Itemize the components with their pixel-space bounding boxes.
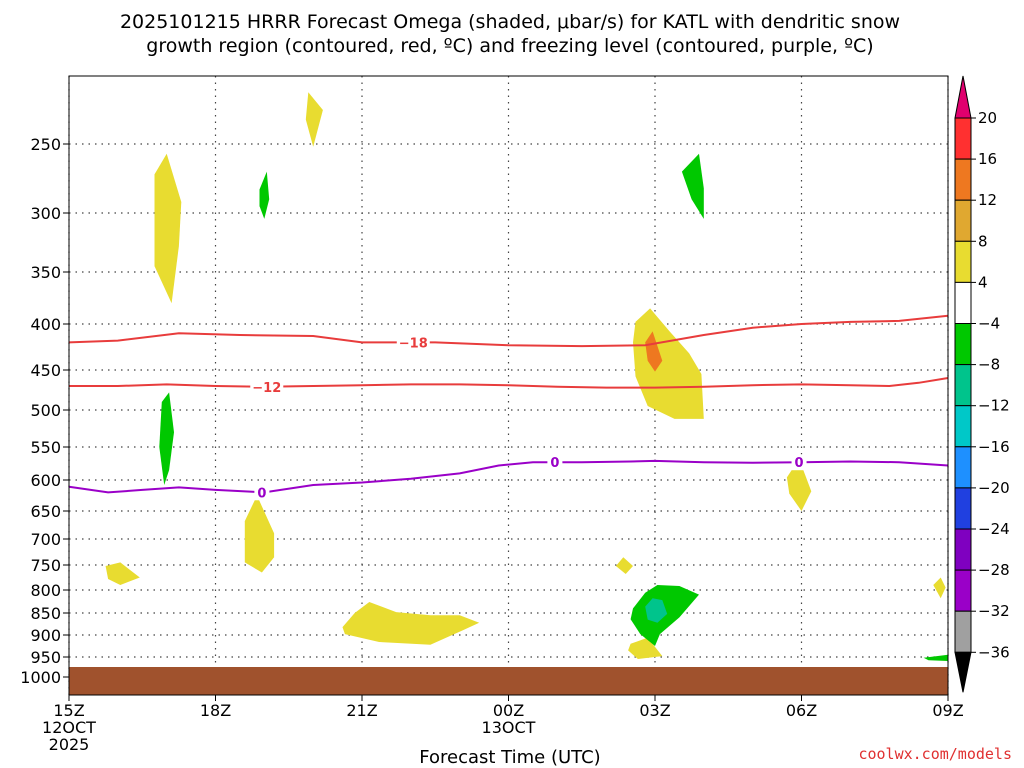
y-tick-label: 850 [30,604,61,623]
colorbar-swatch [954,117,972,160]
y-tick-label: 900 [30,626,61,645]
chart-title-line-2: growth region (contoured, red, ºC) and f… [146,35,873,57]
y-tick-label: 550 [30,438,61,457]
omega-region [645,331,663,372]
freezing-contour-line [68,459,949,494]
ground-surface [69,667,948,695]
x-tick-label: 03Z [639,701,670,720]
x-tick-label: 00Z [493,701,524,720]
omega-region [933,577,946,599]
colorbar-tick-label: 4 [978,273,988,291]
freezing-contour-label: 0 [257,486,266,501]
dendritic-contour-line [68,314,949,348]
colorbar-swatch [954,487,972,530]
dendritic-contour-line [69,377,949,389]
colorbar: 20 16 12 8 4 −4 −8 −12 −16 −20 −24 −28 −32 −36 [954,75,1010,693]
colorbar-swatch [954,569,972,612]
y-tick-label: 800 [30,581,61,600]
y-tick-label: 750 [30,556,61,575]
omega-region [923,654,948,661]
freezing-contour-label: 0 [795,456,804,471]
colorbar-swatch [954,364,972,407]
omega-region [681,153,704,219]
freezing-contour-label-bg [254,484,270,501]
colorbar-tick-label: −4 [978,315,1000,333]
omega-region [305,92,323,147]
dendritic-contour-label: −18 [399,336,428,351]
colorbar-tick-label: −24 [978,520,1010,538]
y-tick-label: 1000 [20,668,61,687]
colorbar-bottom-arrow [954,651,972,693]
colorbar-swatch [954,528,972,571]
omega-region [645,598,668,623]
colorbar-swatch [954,158,972,201]
colorbar-tick-label: −16 [978,438,1010,456]
omega-region [259,171,270,219]
y-tick-label: 950 [30,648,61,667]
omega-region [628,637,663,659]
omega-region [105,562,140,585]
colorbar-swatch [954,199,972,242]
y-tick-label: 300 [30,204,61,223]
colorbar-tick-label: −20 [978,479,1010,497]
omega-region [159,392,174,485]
y-tick-label: 400 [30,315,61,334]
omega-region [154,153,182,304]
colorbar-swatch [954,446,972,489]
colorbar-tick-label: −12 [978,397,1010,415]
contour-layer: −18 −12 0 0 0 [68,314,949,501]
colorbar-tick-label: 16 [978,150,997,168]
x-tick-label: 12OCT [42,718,96,737]
colorbar-tick-label: 12 [978,191,997,209]
y-tick-label: 650 [30,502,61,521]
omega-shading-layer [105,92,948,661]
x-axis-label: Forecast Time (UTC) [419,747,600,768]
dendritic-contour-label-bg [396,334,430,351]
x-tick-label: 2025 [49,735,90,754]
colorbar-swatch [954,281,972,324]
colorbar-swatch [954,240,972,283]
dendritic-contour-label-bg [250,378,284,395]
x-tick-label: 21Z [346,701,377,720]
credit-text: coolwx.com/models [858,745,1012,763]
dendritic-contour-label: −12 [252,381,281,396]
colorbar-swatch [954,405,972,448]
y-tick-label: 700 [30,530,61,549]
x-tick-label: 13OCT [482,718,536,737]
freezing-contour-label-bg [547,454,563,471]
colorbar-top-arrow [954,75,972,119]
colorbar-tick-label: −36 [978,643,1010,661]
y-tick-label: 500 [30,401,61,420]
x-tick-label: 09Z [932,701,963,720]
colorbar-tick-label: 20 [978,109,997,127]
plot-area: −18 −12 0 0 0 [68,75,949,696]
colorbar-tick-label: −8 [978,356,1000,374]
omega-region [615,557,633,574]
y-axis: 250 300 350 400 450 500 550 600 650 700 750 800 850 9… [20,135,69,687]
freezing-contour-label-bg [791,454,807,471]
x-tick-label: 15Z [53,701,84,720]
omega-region [342,602,480,645]
omega-region [786,458,812,511]
x-tick-label: 18Z [200,701,231,720]
y-tick-label: 250 [30,135,61,154]
omega-region [244,495,275,573]
colorbar-swatch [954,610,972,653]
freezing-contour-label: 0 [550,456,559,471]
chart-title-line-1: 2025101215 HRRR Forecast Omega (shaded, … [120,11,900,33]
colorbar-tick-label: 8 [978,232,988,250]
colorbar-swatch [954,323,972,366]
y-tick-label: 600 [30,471,61,490]
colorbar-tick-label: −28 [978,561,1010,579]
y-tick-label: 350 [30,263,61,282]
colorbar-tick-label: −32 [978,602,1010,620]
y-tick-label: 450 [30,361,61,380]
x-tick-label: 06Z [786,701,817,720]
